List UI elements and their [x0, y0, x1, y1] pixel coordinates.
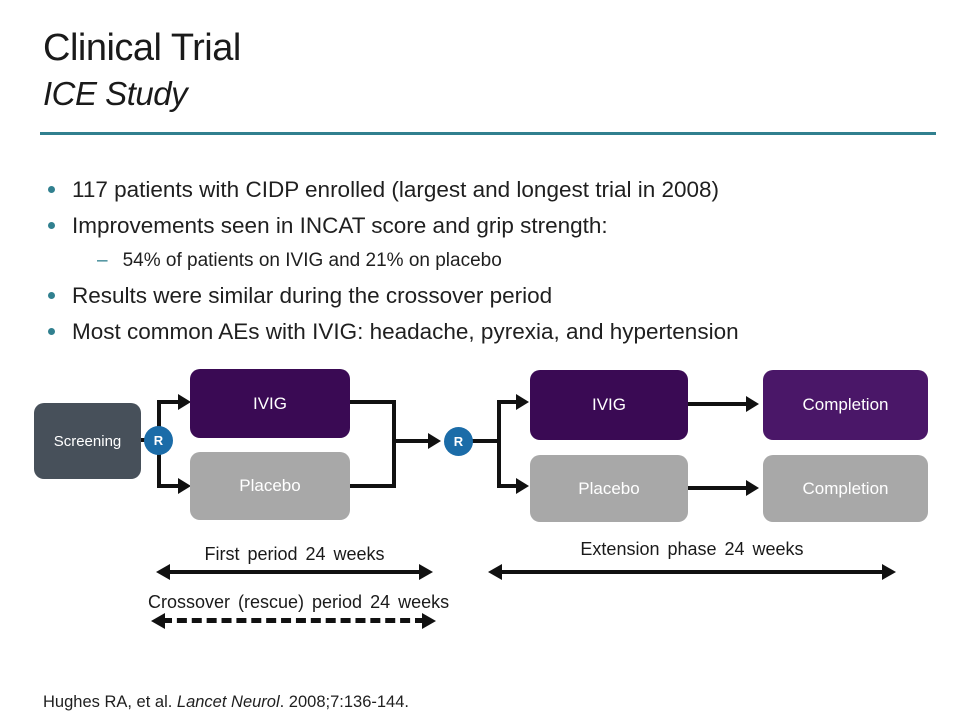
- crossover-period-label: Crossover (rescue) period 24 weeks: [148, 592, 450, 612]
- bullet-marker-icon: [48, 328, 55, 335]
- bullet-text: Most common AEs with IVIG: headache, pyr…: [72, 319, 739, 344]
- first-period-arrow: [156, 564, 433, 580]
- arrowhead-icon: [746, 480, 759, 496]
- randomization-node-extension: R: [444, 427, 473, 456]
- title-underline: [40, 132, 936, 135]
- flow-connector: [497, 484, 519, 488]
- first-period-label: First period 24 weeks: [204, 544, 385, 564]
- screening-box: Screening: [34, 403, 141, 479]
- arrowhead-right-icon: [419, 564, 433, 580]
- crossover-period-arrow: [151, 613, 436, 629]
- arrowhead-icon: [178, 478, 191, 494]
- extension-phase-arrow: [488, 564, 896, 580]
- bullet-item: Improvements seen in INCAT score and gri…: [45, 208, 930, 244]
- extension-phase-label: Extension phase 24 weeks: [580, 539, 804, 559]
- placebo-box-first-period: Placebo: [190, 452, 350, 520]
- bullet-text: 117 patients with CIDP enrolled (largest…: [72, 177, 720, 202]
- sub-bullet-text: 54% of patients on IVIG and 21% on place…: [122, 250, 502, 271]
- arrowhead-left-icon: [488, 564, 502, 580]
- randomization-node-first: R: [144, 426, 173, 455]
- completion-box-ivig: Completion: [763, 370, 928, 440]
- flow-connector: [688, 402, 750, 406]
- flow-connector: [157, 400, 181, 404]
- arrowhead-right-icon: [422, 613, 436, 629]
- arrowhead-icon: [516, 478, 529, 494]
- bullet-marker-icon: [48, 222, 55, 229]
- completion-label: Completion: [802, 395, 889, 414]
- bullet-list: 117 patients with CIDP enrolled (largest…: [45, 172, 930, 350]
- arrowhead-icon: [428, 433, 441, 449]
- flow-connector: [350, 400, 396, 404]
- arrowhead-left-icon: [151, 613, 165, 629]
- arrowhead-icon: [516, 394, 529, 410]
- citation-rest: . 2008;7:136-144.: [279, 693, 409, 711]
- bullet-text: Results were similar during the crossove…: [72, 283, 553, 308]
- flow-connector: [497, 400, 519, 404]
- completion-box-placebo: Completion: [763, 455, 928, 522]
- sub-bullet-item: – 54% of patients on IVIG and 21% on pla…: [45, 244, 930, 278]
- placebo-box-extension: Placebo: [530, 455, 688, 522]
- citation-journal: Lancet Neurol: [176, 693, 280, 711]
- ivig-box-extension: IVIG: [530, 370, 688, 440]
- bullet-item: Results were similar during the crossove…: [45, 278, 930, 314]
- placebo-label: Placebo: [239, 476, 301, 495]
- flow-connector: [471, 439, 501, 443]
- bullet-text: Improvements seen in INCAT score and gri…: [72, 213, 608, 238]
- flow-connector: [392, 400, 396, 488]
- citation: Hughes RA, et al. Lancet Neurol. 2008;7:…: [43, 693, 409, 712]
- randomization-label: R: [453, 434, 464, 449]
- dash-marker-icon: –: [97, 250, 108, 271]
- bullet-marker-icon: [48, 186, 55, 193]
- ivig-label: IVIG: [252, 393, 287, 413]
- header: Clinical Trial ICE Study: [43, 24, 241, 116]
- flow-connector: [497, 400, 501, 488]
- arrow-shaft-dashed: [162, 618, 425, 623]
- randomization-label: R: [153, 433, 164, 448]
- ivig-box-first-period: IVIG: [190, 369, 350, 438]
- screening-label: Screening: [53, 432, 122, 450]
- page-subtitle: ICE Study: [43, 75, 188, 112]
- arrow-shaft: [167, 570, 422, 574]
- flow-connector: [157, 484, 181, 488]
- citation-author: Hughes RA, et al.: [43, 693, 177, 711]
- arrow-shaft: [499, 570, 885, 574]
- placebo-label: Placebo: [578, 478, 640, 498]
- arrowhead-right-icon: [882, 564, 896, 580]
- flow-connector: [350, 484, 396, 488]
- completion-label: Completion: [802, 478, 889, 498]
- ivig-label: IVIG: [591, 395, 626, 414]
- bullet-marker-icon: [48, 292, 55, 299]
- arrowhead-icon: [178, 394, 191, 410]
- page-title: Clinical Trial: [43, 27, 241, 69]
- arrowhead-icon: [746, 396, 759, 412]
- flow-connector: [688, 486, 750, 490]
- flow-connector: [392, 439, 430, 443]
- bullet-item: 117 patients with CIDP enrolled (largest…: [45, 172, 930, 208]
- bullet-item: Most common AEs with IVIG: headache, pyr…: [45, 314, 930, 350]
- arrowhead-left-icon: [156, 564, 170, 580]
